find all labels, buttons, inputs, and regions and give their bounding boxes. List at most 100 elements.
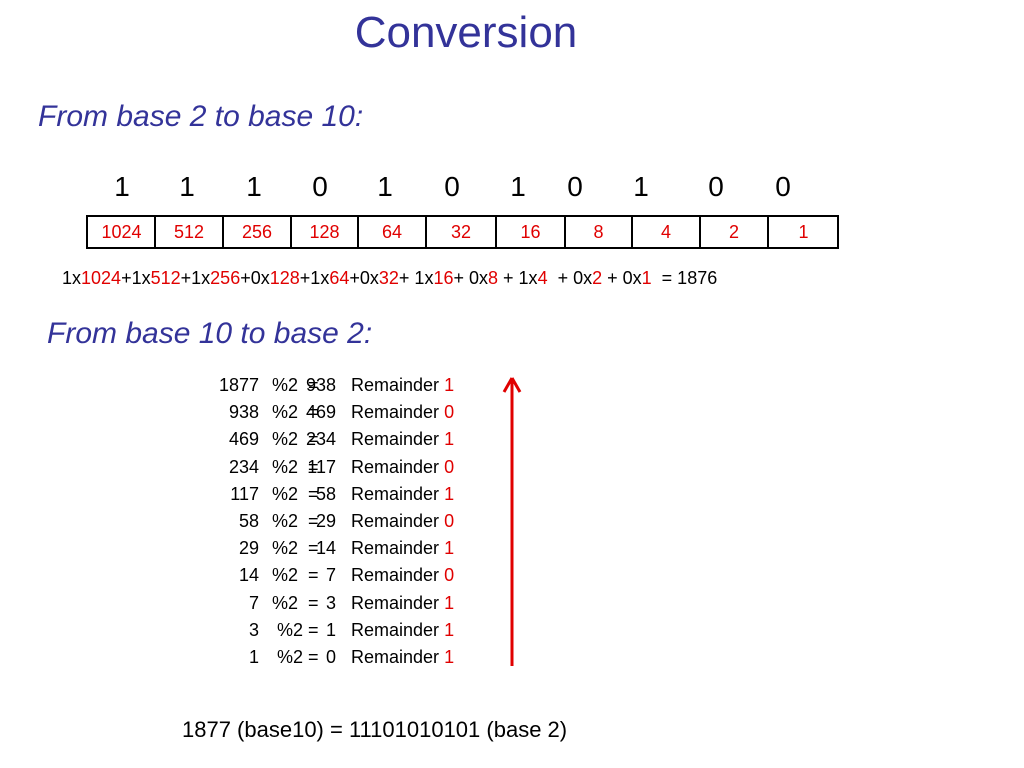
remainder-label: Remainder — [351, 483, 440, 504]
remainder-value: 1 — [444, 647, 455, 667]
operator: %2 = — [272, 538, 319, 559]
dividend: 29 — [238, 538, 259, 559]
place-value-term: 256 — [210, 268, 241, 288]
dividend: 234 — [228, 456, 259, 477]
place-value-cell: 32 — [450, 222, 472, 242]
coefficient-term: + 1x — [498, 268, 538, 288]
place-value-term: 1024 — [81, 268, 122, 288]
remainder: Remainder 1 — [351, 484, 454, 505]
dividend: 469 — [228, 429, 259, 450]
remainder: Remainder 0 — [351, 511, 454, 532]
remainder-label: Remainder — [351, 538, 440, 559]
binary-digits-row: 1 1 1 0 1 0 1 0 1 0 0 — [0, 171, 1024, 207]
quotient: 0 — [325, 647, 336, 667]
binary-digit: 1 — [179, 171, 195, 202]
dividend: 1 — [248, 647, 259, 667]
place-value-cell: 1024 — [101, 222, 142, 242]
division-step: 469 %2 = 234 Remainder 1 — [0, 429, 1024, 455]
dividend: 3 — [248, 619, 259, 640]
quotient: 234 — [305, 429, 336, 450]
cell-divider — [495, 217, 497, 247]
coefficient-term: +1x — [121, 268, 151, 288]
coefficient-term: 1x — [62, 268, 82, 288]
remainder-label: Remainder — [351, 375, 440, 395]
division-step: 1 %2 = 0 Remainder 1 — [0, 647, 1024, 673]
place-value-cell: 16 — [520, 222, 541, 242]
place-value-cell: 256 — [241, 222, 273, 242]
coefficient-term: + 0x — [602, 268, 642, 288]
remainder: Remainder 1 — [351, 538, 454, 559]
remainder: Remainder 0 — [351, 457, 454, 478]
quotient: 469 — [305, 402, 336, 423]
quotient: 117 — [307, 456, 336, 477]
coefficient-term: +1x — [299, 268, 330, 288]
dividend: 14 — [238, 565, 259, 586]
slide-title: Conversion — [354, 8, 578, 57]
quotient: 1 — [325, 619, 336, 640]
place-value-term: 1 — [641, 268, 652, 288]
division-step: 29 %2 = 14 Remainder 1 — [0, 538, 1024, 564]
cell-divider — [631, 217, 633, 247]
cell-divider — [767, 217, 769, 247]
remainder-label: Remainder — [351, 456, 440, 477]
place-value-term: 8 — [488, 268, 499, 288]
expansion-sum: 1x1024+1x512+1x256+0x128+1x64+0x32+ 1x16… — [62, 268, 717, 289]
operator: %2 = — [272, 429, 319, 450]
dividend: 938 — [228, 402, 259, 423]
coefficient-term: + 0x — [453, 268, 489, 288]
place-value-term: 512 — [150, 268, 181, 288]
binary-digit: 0 — [312, 171, 328, 202]
quotient: 14 — [315, 538, 336, 559]
place-value-term: 4 — [537, 268, 548, 288]
remainder-value: 1 — [444, 375, 455, 395]
cell-divider — [357, 217, 359, 247]
cell-divider — [222, 217, 224, 247]
cell-divider — [154, 217, 156, 247]
quotient: 7 — [325, 565, 336, 586]
remainder-label: Remainder — [351, 565, 440, 586]
section-heading-base2-to-base10: From base 2 to base 10: — [38, 100, 364, 133]
dividend: 117 — [230, 483, 259, 504]
quotient: 3 — [325, 592, 336, 613]
coefficient-term: = 1876 — [651, 268, 718, 288]
remainder-value: 0 — [444, 511, 455, 531]
operator: %2 = — [272, 456, 319, 477]
binary-digit: 0 — [775, 171, 791, 202]
upward-arrow-icon — [502, 377, 522, 666]
quotient: 29 — [315, 511, 336, 531]
cell-divider — [699, 217, 701, 247]
coefficient-term: +0x — [349, 268, 379, 288]
division-step: 7 %2 = 3 Remainder 1 — [0, 593, 1024, 619]
remainder-label: Remainder — [351, 511, 440, 531]
remainder: Remainder 1 — [351, 375, 454, 396]
conversion-result: 1877 (base10) = 11101010101 (base 2) — [182, 717, 568, 742]
remainder-label: Remainder — [351, 647, 440, 667]
division-step: 938 %2 = 469 Remainder 0 — [0, 402, 1024, 428]
remainder-value: 0 — [444, 565, 455, 586]
remainder-label: Remainder — [351, 592, 440, 613]
place-value-cell: 64 — [381, 222, 403, 242]
binary-digit: 0 — [444, 171, 460, 202]
remainder: Remainder 1 — [351, 647, 454, 668]
remainder-value: 1 — [444, 483, 455, 504]
place-value-cell: 512 — [173, 222, 205, 242]
division-step: 3 %2 = 1 Remainder 1 — [0, 620, 1024, 646]
place-value-cell: 2 — [728, 222, 739, 242]
dividend: 58 — [238, 511, 259, 531]
remainder-value: 1 — [444, 619, 455, 640]
division-step: 58 %2 = 29 Remainder 0 — [0, 511, 1024, 537]
coefficient-term: + 0x — [547, 268, 593, 288]
place-value-table: 1024 512 256 128 64 32 16 8 4 2 1 — [86, 215, 839, 249]
remainder-value: 0 — [444, 402, 455, 423]
place-value-cell: 128 — [309, 222, 340, 242]
operator: %2 = — [272, 483, 319, 504]
division-step: 117 %2 = 58 Remainder 1 — [0, 484, 1024, 510]
binary-digit: 1 — [510, 171, 526, 202]
operator: %2 = — [272, 647, 319, 667]
coefficient-term: + 1x — [398, 268, 434, 288]
remainder: Remainder 1 — [351, 620, 454, 641]
cell-divider — [425, 217, 427, 247]
coefficient-term: +0x — [240, 268, 270, 288]
division-step: 234 %2 = 117 Remainder 0 — [0, 457, 1024, 483]
remainder-value: 0 — [444, 456, 455, 477]
